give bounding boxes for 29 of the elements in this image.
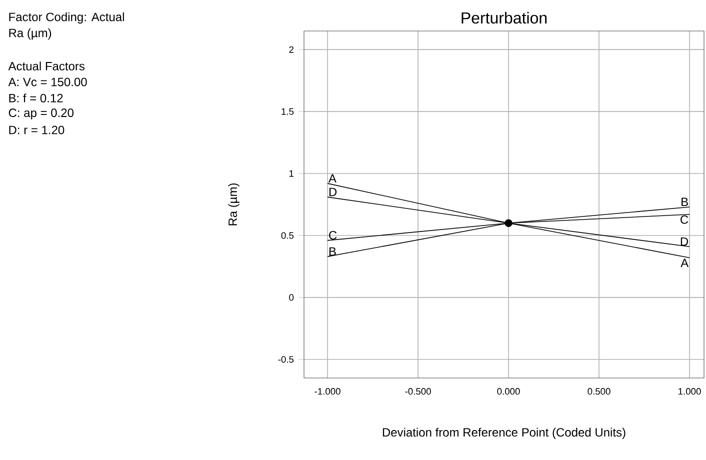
text: Factor Coding: Actual bbox=[9, 12, 124, 24]
y-tick-label: 0.5 bbox=[281, 232, 294, 239]
y-tick-label: 1.5 bbox=[282, 108, 294, 115]
y-tick-label: -0.5 bbox=[278, 356, 294, 363]
y-tick-label: 2 bbox=[289, 46, 294, 53]
series-label: C bbox=[329, 231, 337, 240]
text: B: f = 0.12 bbox=[9, 94, 63, 102]
x-tick-label: -0.500 bbox=[405, 388, 431, 395]
text: C: ap = 0.20 bbox=[8, 108, 74, 120]
series-label: D bbox=[680, 237, 688, 246]
y-tick-label: 1 bbox=[289, 170, 294, 177]
series-label: B bbox=[329, 247, 336, 256]
series-label: A bbox=[680, 258, 689, 267]
x-tick-label: 0.000 bbox=[497, 388, 520, 395]
text: B bbox=[682, 198, 688, 206]
y-axis-title: Ra (µm) bbox=[228, 183, 240, 226]
chart-title: Perturbation bbox=[462, 12, 547, 24]
x-tick-label: 0.500 bbox=[588, 388, 610, 395]
text: D bbox=[329, 188, 337, 196]
text: A: Vc = 150.00 bbox=[8, 78, 87, 86]
text: C bbox=[680, 215, 688, 224]
y-tick-label: 0 bbox=[289, 294, 294, 301]
x-tick-label: 1.000 bbox=[678, 388, 701, 395]
text: D: r = 1.20 bbox=[9, 126, 64, 134]
text: Actual Factors bbox=[8, 62, 85, 70]
text: A bbox=[328, 174, 336, 182]
x-tick-label: -1.000 bbox=[314, 388, 340, 395]
text: Ra (µm) bbox=[9, 28, 52, 40]
x-axis-title: Deviation from Reference Point (Coded Units) bbox=[382, 428, 626, 439]
